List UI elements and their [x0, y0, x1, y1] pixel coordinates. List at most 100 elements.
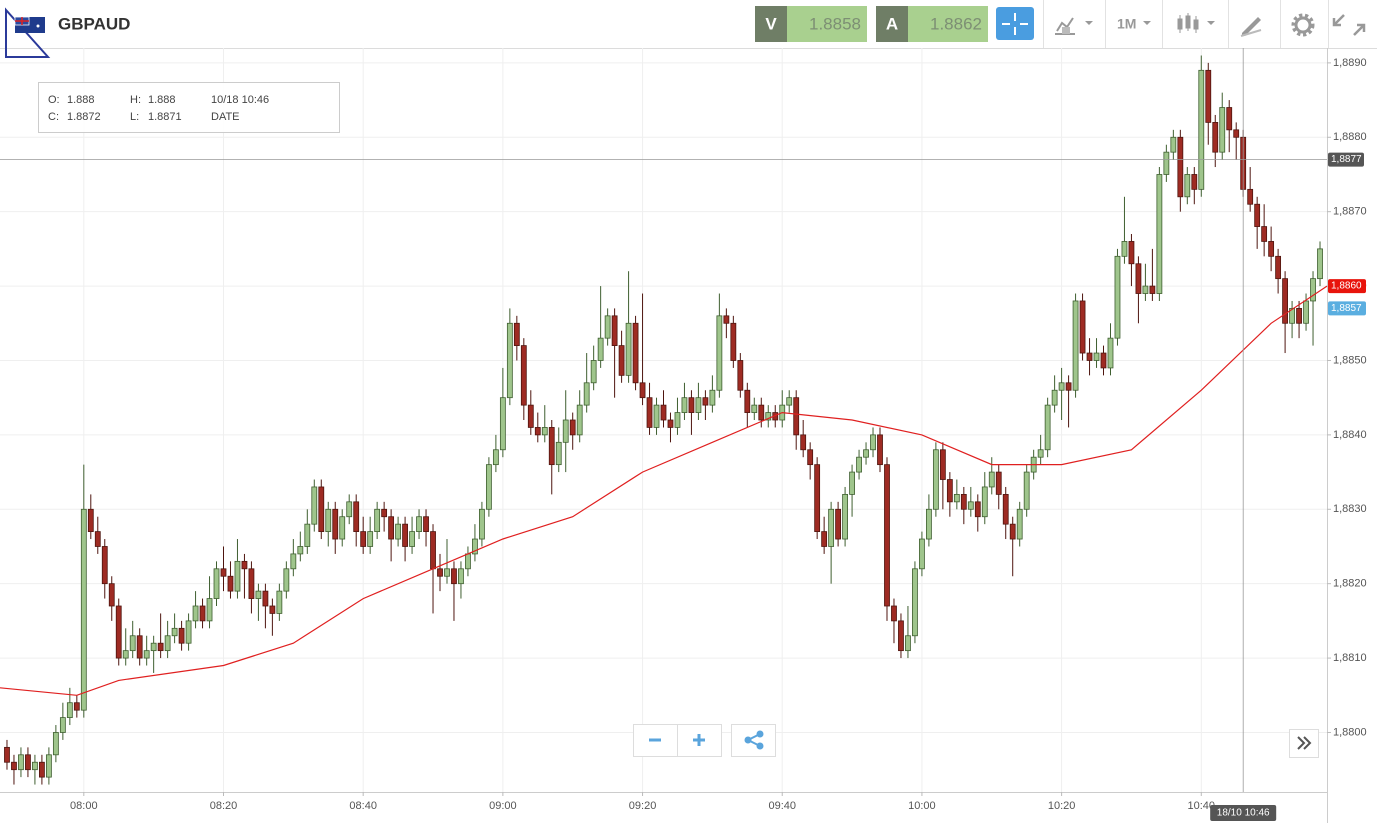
candle-body: [660, 404, 667, 421]
buy-price[interactable]: 1.8862: [930, 14, 982, 33]
sell-label[interactable]: V: [765, 14, 777, 33]
candle-body: [276, 590, 283, 614]
candle-body: [1149, 285, 1156, 294]
candle-body: [926, 508, 932, 540]
ohlc-label: C:: [48, 111, 59, 123]
sell-price[interactable]: 1.8858: [809, 14, 861, 33]
share-dot[interactable]: [744, 736, 752, 744]
timeframe-caret[interactable]: [1143, 21, 1151, 25]
indicator-icon-bar[interactable]: [1062, 27, 1070, 34]
timeframe[interactable]: 1M: [1117, 16, 1136, 32]
crosshair-button-bg[interactable]: [996, 7, 1034, 40]
candle-body: [520, 345, 527, 406]
buy-label[interactable]: A: [886, 14, 898, 33]
candle-body: [52, 732, 59, 756]
symbol: GBPAUD: [58, 14, 130, 33]
scroll-right-bg[interactable]: [1289, 729, 1319, 758]
candle-body: [919, 538, 925, 570]
pencil-line[interactable]: [1240, 29, 1262, 37]
buy-price-bg[interactable]: [908, 6, 988, 42]
candle-body: [45, 754, 52, 778]
candle-body: [122, 650, 129, 659]
buy-button[interactable]: A 1.8862: [876, 6, 988, 42]
candle-body: [318, 486, 325, 532]
candle-body: [1156, 174, 1163, 294]
candle-body: [1212, 122, 1219, 153]
candle-body: [171, 627, 178, 637]
zoom-out-button[interactable]: [633, 724, 678, 757]
indicator-caret[interactable]: [1085, 21, 1093, 25]
candle-body: [1002, 493, 1009, 525]
candle-body: [884, 464, 890, 607]
crosshair-y-tag: [1328, 152, 1364, 167]
candle-body: [1247, 188, 1254, 205]
candle-body: [115, 605, 122, 659]
candle-body: [1254, 203, 1261, 227]
sell-button[interactable]: V 1.8858: [755, 6, 867, 42]
candle-body: [157, 642, 164, 652]
x-tick-label: 08:00: [70, 800, 98, 812]
candle-body: [59, 717, 66, 733]
candle-body: [94, 531, 101, 547]
candle-body: [1303, 300, 1309, 324]
candle-body: [695, 397, 702, 413]
share-dot[interactable]: [756, 742, 764, 750]
draw-button[interactable]: [1240, 17, 1262, 37]
scroll-right-button[interactable]: [1289, 729, 1319, 758]
chart-type-button[interactable]: [1177, 13, 1215, 33]
pencil-icon[interactable]: [1242, 17, 1261, 36]
candle-body: [1058, 382, 1065, 391]
indicator-button[interactable]: [1055, 17, 1093, 35]
candle-body: [73, 702, 80, 711]
timeframe-button[interactable]: 1M: [1117, 16, 1151, 32]
candle-body: [737, 360, 744, 391]
candle-body: [395, 523, 402, 540]
crosshair-button[interactable]: [996, 7, 1034, 40]
candle-body: [653, 404, 660, 428]
candle-body: [548, 427, 555, 466]
candle-body: [513, 322, 520, 346]
candle-body: [821, 531, 828, 547]
candle-body: [213, 568, 220, 599]
sell-price-bg[interactable]: [787, 6, 867, 42]
settings-button[interactable]: [1291, 13, 1315, 37]
candle-body: [465, 553, 471, 570]
toolbar-bg: [0, 0, 1377, 48]
candle-body: [988, 471, 995, 488]
candle-body: [25, 754, 31, 771]
y-tick-label: 1,8890: [1333, 57, 1367, 69]
share-button[interactable]: [731, 724, 776, 757]
candle-body: [199, 605, 206, 622]
candle-body: [1100, 352, 1107, 369]
candle-body: [353, 501, 360, 532]
y-tick-label: 1,8870: [1333, 206, 1367, 218]
buy-label-bg[interactable]: [876, 6, 908, 42]
zoom-controls: [633, 724, 776, 757]
candle-body: [1023, 471, 1030, 510]
double-chevron[interactable]: [1297, 736, 1312, 750]
ohlc-value: 1.888: [148, 94, 176, 106]
share-bg[interactable]: [731, 724, 776, 757]
gear-ring[interactable]: [1294, 16, 1312, 34]
candle-body: [437, 568, 443, 577]
plus-icon[interactable]: [693, 734, 705, 746]
candle-body: [527, 404, 534, 428]
crosshair-icon[interactable]: [1002, 13, 1028, 35]
candle-body: [1317, 248, 1323, 280]
candle-body: [374, 508, 381, 532]
candle-body: [814, 464, 821, 533]
x-tick-label: 10:40: [1188, 800, 1216, 812]
flag-star: [36, 24, 40, 28]
price-tag-label: 1,8857: [1331, 303, 1362, 314]
flag-cross: [15, 17, 29, 25]
x-tick-label: 09:40: [768, 800, 796, 812]
candle-body: [458, 568, 464, 585]
share-dot[interactable]: [756, 730, 764, 738]
expand-button[interactable]: [1332, 14, 1366, 36]
sell-label-bg[interactable]: [755, 6, 787, 42]
candle-body: [646, 397, 653, 428]
gear-teeth[interactable]: [1291, 13, 1315, 37]
candle-body: [269, 605, 276, 614]
zoom-in-button[interactable]: [677, 724, 722, 757]
x-tick-label: 10:00: [908, 800, 936, 812]
